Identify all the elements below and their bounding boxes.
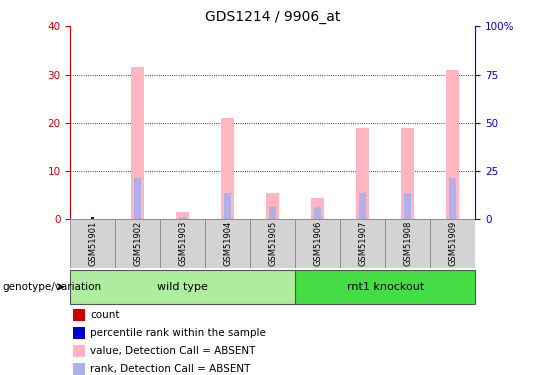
Bar [221,118,234,219]
Text: GSM51905: GSM51905 [268,221,277,266]
Bar [314,207,321,219]
Bar [430,219,475,268]
Bar [134,178,141,219]
Text: genotype/variation: genotype/variation [3,282,102,292]
Text: GSM51909: GSM51909 [448,221,457,266]
Text: GSM51903: GSM51903 [178,221,187,266]
Bar [404,193,411,219]
Bar [449,178,456,219]
Bar [356,128,369,219]
Bar [269,207,276,219]
Bar [385,219,430,268]
Text: GSM51902: GSM51902 [133,221,142,266]
Text: rank, Detection Call = ABSENT: rank, Detection Call = ABSENT [90,364,251,374]
Text: value, Detection Call = ABSENT: value, Detection Call = ABSENT [90,346,255,356]
Text: percentile rank within the sample: percentile rank within the sample [90,328,266,338]
Bar [177,212,189,219]
Title: GDS1214 / 9906_at: GDS1214 / 9906_at [205,10,340,24]
Bar [131,67,144,219]
Bar [224,193,231,219]
Text: GSM51904: GSM51904 [223,221,232,266]
Bar [70,270,295,304]
Bar [205,219,250,268]
Bar [340,219,385,268]
Text: GSM51907: GSM51907 [358,221,367,266]
Bar [115,219,160,268]
Bar [295,219,340,268]
Bar [295,270,475,304]
Bar [70,219,115,268]
Text: rnt1 knockout: rnt1 knockout [347,282,424,292]
Bar [312,198,324,219]
Text: GSM51901: GSM51901 [88,221,97,266]
Bar [160,219,205,268]
Text: GSM51906: GSM51906 [313,221,322,266]
Text: wild type: wild type [157,282,208,292]
Bar [91,217,94,219]
Bar [401,128,414,219]
Bar [266,193,279,219]
Text: count: count [90,310,120,320]
Bar [447,70,459,219]
Bar [359,193,366,219]
Text: GSM51908: GSM51908 [403,221,412,266]
Bar [179,217,186,219]
Bar [250,219,295,268]
